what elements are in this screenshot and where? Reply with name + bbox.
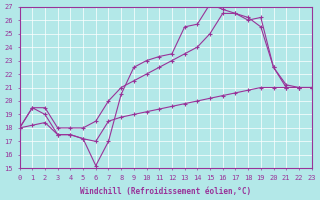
X-axis label: Windchill (Refroidissement éolien,°C): Windchill (Refroidissement éolien,°C) xyxy=(80,187,251,196)
